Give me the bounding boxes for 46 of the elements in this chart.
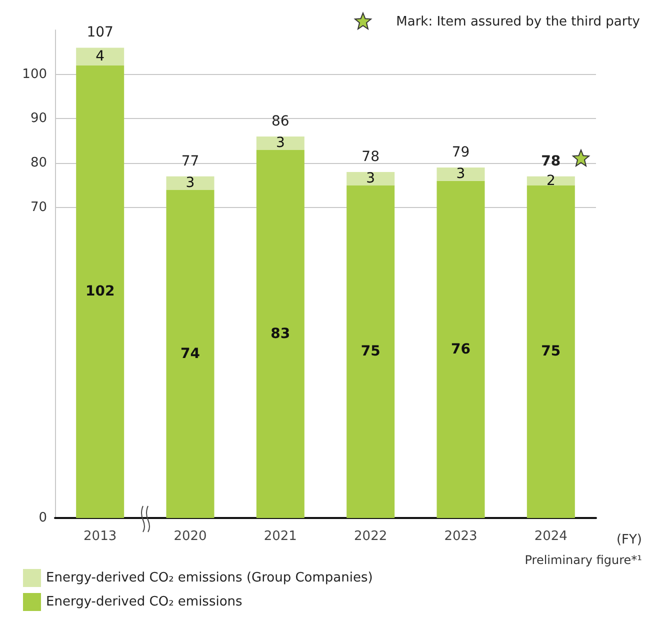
bar <box>436 168 485 181</box>
text: Preliminary figure*¹ <box>524 553 642 567</box>
data-label: 83 <box>270 326 290 342</box>
total-label: 107 <box>86 24 114 41</box>
data-label: 3 <box>186 175 195 192</box>
bar <box>346 172 395 186</box>
data-label: 102 <box>85 284 115 300</box>
total-label: 78 <box>541 153 561 170</box>
data-label: 3 <box>276 135 285 152</box>
data-label: 2 <box>546 172 556 189</box>
bar <box>256 150 304 518</box>
data-label: 3 <box>366 170 376 187</box>
bar <box>76 48 124 66</box>
x-tick-label: 2023 <box>444 529 478 544</box>
data-label: 74 <box>180 346 200 362</box>
total-label: 86 <box>272 113 290 130</box>
x-tick-label: 2020 <box>174 529 207 544</box>
bar <box>166 190 214 518</box>
bar <box>526 176 575 186</box>
data-label: 3 <box>456 166 466 182</box>
total-label: 79 <box>452 144 470 161</box>
x-tick-label: 2013 <box>84 529 117 544</box>
legend-label: Energy-derived CO₂ emissions (Group Companies) <box>46 570 373 586</box>
y-tick-label: 70 <box>30 200 47 215</box>
y-tick-label: 90 <box>30 111 47 126</box>
text: Mark: Item assured by the third party <box>396 14 640 30</box>
bar <box>436 180 485 518</box>
y-tick-label: 0 <box>38 510 47 526</box>
data-label: 76 <box>451 341 470 358</box>
data-label: 4 <box>96 48 105 65</box>
bar <box>166 176 214 190</box>
y-tick-label: 100 <box>22 66 47 82</box>
data-label: 75 <box>541 344 561 360</box>
total-label: 78 <box>362 148 380 165</box>
legend-label: Energy-derived CO₂ emissions <box>46 594 243 610</box>
bar <box>526 185 575 518</box>
data-label: 75 <box>360 344 380 360</box>
x-tick-label: 2024 <box>534 529 568 544</box>
x-tick-label: 2021 <box>264 529 297 544</box>
x-tick-label: 2022 <box>354 529 388 544</box>
bar <box>76 65 124 518</box>
text: (FY) <box>616 532 642 548</box>
bar <box>256 136 304 150</box>
y-tick-label: 80 <box>30 156 47 171</box>
bar <box>346 185 395 518</box>
total-label: 77 <box>181 153 200 170</box>
